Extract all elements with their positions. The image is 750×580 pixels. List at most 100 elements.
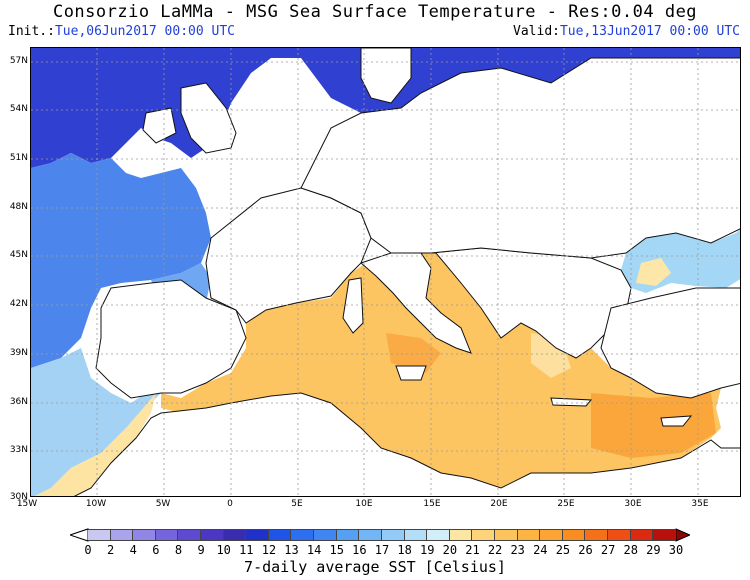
corsica-sardinia-land bbox=[342, 277, 364, 334]
colorbar-swatch bbox=[201, 529, 224, 541]
valid-value: Tue,13Jun2017 00:00 UTC bbox=[559, 24, 740, 39]
lon-label: 5E bbox=[291, 499, 303, 509]
init-value: Tue,06Jun2017 00:00 UTC bbox=[54, 24, 235, 39]
lon-label: 5W bbox=[155, 499, 171, 509]
colorbar-swatch bbox=[359, 529, 382, 541]
iberia-land bbox=[95, 279, 247, 399]
colorbar-tick-label: 9 bbox=[197, 543, 205, 557]
lat-label: 45N bbox=[9, 250, 28, 260]
colorbar-swatch bbox=[608, 529, 631, 541]
colorbar-tick-label: 26 bbox=[578, 543, 593, 557]
atlantic-mid-water bbox=[31, 153, 211, 368]
colorbar-swatch bbox=[291, 529, 315, 541]
atlantic-coast-warm bbox=[35, 393, 156, 496]
lon-label: 15W bbox=[16, 499, 38, 509]
colorbar-swatch bbox=[110, 529, 134, 541]
central-europe-land bbox=[300, 57, 740, 259]
scandinavia-land bbox=[360, 48, 412, 104]
lon-label: 20E bbox=[490, 499, 508, 509]
valid-label: Valid: bbox=[513, 24, 560, 39]
colorbar-tick-label: 28 bbox=[623, 543, 638, 557]
lon-label: 10E bbox=[355, 499, 373, 509]
colorbar-swatch bbox=[314, 529, 337, 541]
colorbar-tick-label: 8 bbox=[174, 543, 183, 557]
colorbar-tick-label: 10 bbox=[216, 543, 231, 557]
colorbar-tick-label: 29 bbox=[646, 543, 661, 557]
colorbar-swatch bbox=[562, 529, 586, 541]
lat-label: 57N bbox=[9, 56, 28, 66]
lat-label: 33N bbox=[9, 445, 28, 455]
colorbar-tick-label: 13 bbox=[284, 543, 299, 557]
map-title: Consorzio LaMMa - MSG Sea Surface Temper… bbox=[52, 2, 698, 22]
lat-label: 39N bbox=[9, 348, 28, 358]
colorbar-caption: 7-daily average SST [Celsius] bbox=[244, 558, 506, 576]
lat-label: 42N bbox=[9, 299, 28, 309]
colorbar-swatch bbox=[88, 529, 111, 541]
init-label: Init.: bbox=[8, 24, 55, 39]
mediterranean-water bbox=[161, 248, 721, 488]
colorbar-swatch bbox=[449, 529, 473, 541]
italy-land bbox=[360, 252, 472, 354]
cyprus-land bbox=[660, 415, 693, 427]
graticule bbox=[31, 48, 740, 496]
lon-label: 0 bbox=[227, 499, 233, 509]
lon-label: 35E bbox=[691, 499, 709, 509]
colorbar-swatch bbox=[178, 529, 202, 541]
mediterranean-warm bbox=[591, 393, 716, 458]
colorbar-arrows bbox=[70, 528, 690, 542]
colorbar-tick-label: 0 bbox=[84, 543, 92, 557]
colorbar-swatch bbox=[517, 529, 541, 541]
colorbar-swatch bbox=[472, 529, 495, 541]
colorbar-tick-label: 27 bbox=[600, 543, 616, 557]
colorbar-tick-label: 17 bbox=[374, 543, 390, 557]
colorbar-tick-label: 21 bbox=[465, 543, 480, 557]
atlantic-south-water bbox=[31, 348, 161, 496]
colorbar-tick-label: 20 bbox=[442, 543, 458, 557]
turkey-land bbox=[600, 287, 740, 399]
colorbar-tick-label: 4 bbox=[129, 543, 137, 557]
colorbar-swatch bbox=[404, 529, 428, 541]
colorbar-tick-label: 11 bbox=[239, 543, 254, 557]
colorbar-tick-label: 16 bbox=[352, 543, 367, 557]
lat-label: 51N bbox=[9, 153, 28, 163]
lon-label: 30E bbox=[624, 499, 642, 509]
north-africa-land bbox=[73, 392, 740, 496]
colorbar-tick-label: 24 bbox=[533, 543, 548, 557]
sst-map bbox=[30, 47, 741, 497]
tyrrhenian-warm bbox=[386, 333, 441, 373]
lon-label: 10W bbox=[85, 499, 107, 509]
colorbar-tick-label: 15 bbox=[329, 543, 344, 557]
colorbar-tick-label: 14 bbox=[306, 543, 322, 557]
colorbar-tick-label: 22 bbox=[487, 543, 503, 557]
map-canvas bbox=[31, 48, 740, 496]
land-masses bbox=[73, 48, 740, 496]
colorbar-tick-label: 25 bbox=[555, 543, 571, 557]
lon-label: 15E bbox=[423, 499, 441, 509]
colorbar-swatch bbox=[630, 529, 654, 541]
colorbar-right-arrow bbox=[675, 528, 690, 542]
black-sea-warm bbox=[636, 258, 671, 286]
colorbar-swatch bbox=[133, 529, 156, 541]
lat-label: 36N bbox=[9, 397, 28, 407]
colorbar-tick-label: 18 bbox=[397, 543, 412, 557]
colorbar-swatch bbox=[653, 529, 676, 541]
colorbar-swatch bbox=[155, 529, 179, 541]
init-time: Init.:Tue,06Jun2017 00:00 UTC bbox=[8, 24, 235, 39]
colorbar-tick-label: 23 bbox=[510, 543, 525, 557]
colorbar-swatch bbox=[336, 529, 360, 541]
colorbar-tick-label: 30 bbox=[668, 543, 684, 557]
colorbar-swatch bbox=[246, 529, 269, 541]
colorbar-swatch bbox=[540, 529, 563, 541]
ireland-land bbox=[142, 107, 177, 144]
colorbar-swatch bbox=[381, 529, 405, 541]
lat-label: 54N bbox=[9, 104, 28, 114]
colorbar-swatch bbox=[268, 529, 292, 541]
colorbar-swatch bbox=[427, 529, 450, 541]
colorbar-ticks: 0 2 4 6 8 9 10 11 12 13 14 15 16 17 18 19 20 21 22 23 24 25 26… bbox=[84, 543, 683, 557]
colorbar-tick-label: 6 bbox=[152, 543, 160, 557]
colorbar bbox=[88, 529, 676, 541]
colorbar-tick-label: 2 bbox=[106, 543, 115, 557]
lon-label: 25E bbox=[557, 499, 575, 509]
colorbar-tick-label: 12 bbox=[261, 543, 277, 557]
sicily-land bbox=[395, 365, 427, 381]
